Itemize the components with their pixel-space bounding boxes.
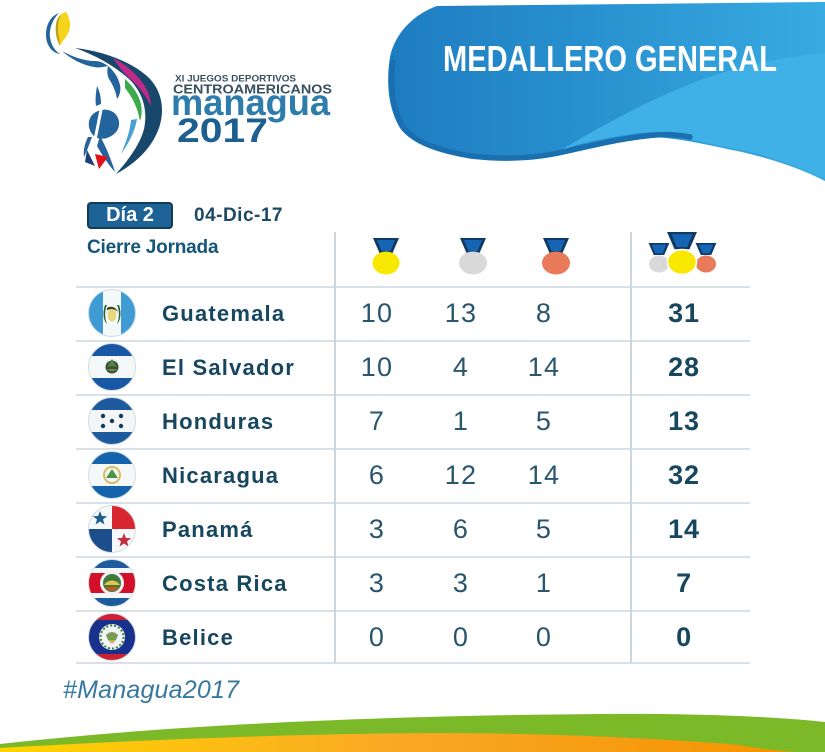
svg-text:MEDALLERO GENERAL: MEDALLERO GENERAL — [443, 38, 777, 79]
svg-text:managua: managua — [171, 82, 330, 123]
svg-text:XI JUEGOS DEPORTIVOS: XI JUEGOS DEPORTIVOS — [175, 74, 296, 84]
svg-text:2017: 2017 — [177, 112, 268, 150]
svg-text:CENTROAMERICANOS: CENTROAMERICANOS — [173, 83, 332, 97]
